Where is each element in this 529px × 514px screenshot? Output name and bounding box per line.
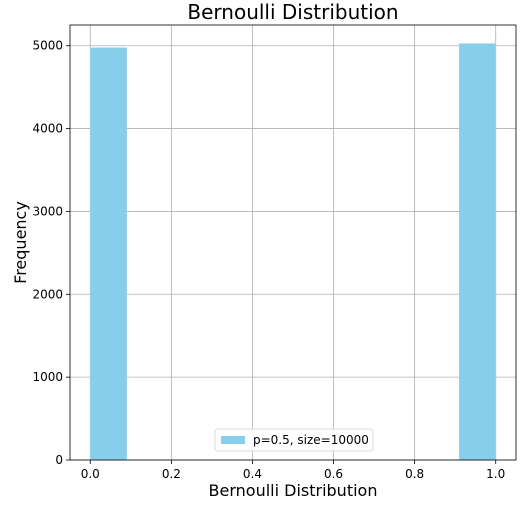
y-tick-label: 3000 bbox=[32, 204, 63, 218]
x-tick-label: 0.4 bbox=[243, 467, 262, 481]
x-tick-label: 0.8 bbox=[405, 467, 424, 481]
y-tick-label: 4000 bbox=[32, 122, 63, 136]
bars bbox=[89, 43, 497, 461]
x-axis-title: Bernoulli Distribution bbox=[209, 481, 378, 500]
y-tick-label: 0 bbox=[55, 453, 63, 467]
y-axis-title: Frequency bbox=[11, 201, 30, 284]
legend-label: p=0.5, size=10000 bbox=[253, 433, 369, 447]
y-tick-label: 1000 bbox=[32, 370, 63, 384]
x-tick-label: 0.6 bbox=[324, 467, 343, 481]
histogram-bar bbox=[89, 47, 128, 461]
legend-swatch bbox=[221, 436, 245, 444]
x-tick-label: 1.0 bbox=[486, 467, 505, 481]
legend: p=0.5, size=10000 bbox=[214, 428, 374, 452]
y-tick-label: 2000 bbox=[32, 287, 63, 301]
legend-box bbox=[214, 428, 374, 452]
tick-labels: 0.0 0.2 0.4 0.6 0.8 1.0 0 1000 2000 3000 4000 5000 bbox=[32, 39, 505, 481]
x-tick-label: 0.2 bbox=[162, 467, 181, 481]
histogram-bar bbox=[458, 43, 497, 461]
axes bbox=[69, 24, 517, 461]
y-tick-label: 5000 bbox=[32, 39, 63, 53]
grid-lines bbox=[70, 25, 516, 461]
plot-frame bbox=[69, 24, 517, 461]
chart-title: Bernoulli Distribution bbox=[187, 0, 398, 24]
x-tick-label: 0.0 bbox=[81, 467, 100, 481]
